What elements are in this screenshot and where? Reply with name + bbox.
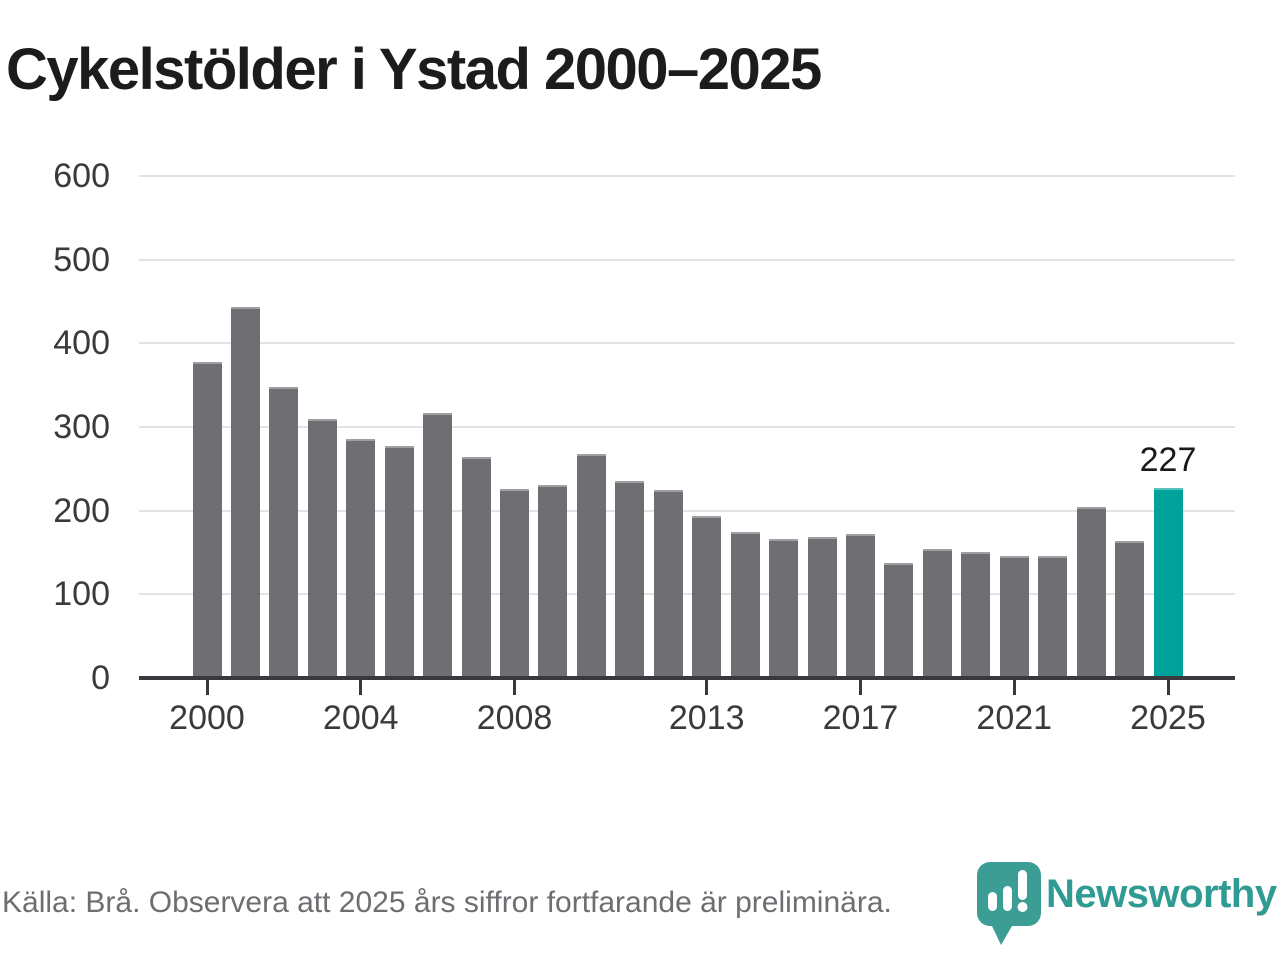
bar-2001 bbox=[230, 307, 260, 678]
bar-2018 bbox=[884, 563, 914, 678]
y-axis-label-0: 0 bbox=[91, 659, 110, 697]
gridline-y-200 bbox=[139, 509, 1235, 512]
bar-2016 bbox=[807, 537, 837, 678]
source-note: Källa: Brå. Observera att 2025 års siffr… bbox=[2, 886, 892, 919]
bar-2015 bbox=[769, 539, 799, 678]
bar-2011 bbox=[615, 481, 645, 678]
y-axis-label-600: 600 bbox=[53, 157, 110, 195]
newsworthy-logo[interactable]: Newsworthy bbox=[976, 860, 1277, 950]
bar-2021 bbox=[999, 556, 1029, 678]
bar-2000 bbox=[192, 362, 222, 678]
x-axis-label-2004: 2004 bbox=[322, 699, 399, 737]
y-axis-label-200: 200 bbox=[53, 491, 110, 530]
gridline-y-300 bbox=[139, 426, 1235, 428]
y-axis-label-300: 300 bbox=[53, 408, 110, 446]
bar-2009 bbox=[538, 485, 568, 678]
y-axis-label-100: 100 bbox=[53, 575, 110, 614]
y-axis-label-500: 500 bbox=[53, 240, 110, 279]
x-axis-tick-2025 bbox=[1166, 680, 1170, 695]
bar-2014 bbox=[730, 532, 760, 678]
x-axis-tick-2004 bbox=[359, 680, 363, 695]
bar-2017 bbox=[845, 534, 875, 678]
bar-2004 bbox=[346, 439, 376, 678]
x-axis-label-2013: 2013 bbox=[668, 699, 745, 737]
newsworthy-logo-text: Newsworthy bbox=[1046, 872, 1277, 916]
bar-2003 bbox=[307, 419, 337, 678]
x-axis-label-2017: 2017 bbox=[822, 699, 899, 737]
plot-area bbox=[139, 175, 1235, 678]
x-axis-line bbox=[139, 676, 1235, 680]
y-axis-label-400: 400 bbox=[53, 324, 110, 363]
bar-2002 bbox=[269, 387, 299, 678]
highlight-value-label: 227 bbox=[1139, 441, 1197, 480]
bar-2013 bbox=[692, 516, 722, 678]
gridline-y-500 bbox=[139, 258, 1235, 261]
bar-2024 bbox=[1115, 541, 1145, 678]
x-axis-tick-2013 bbox=[705, 680, 709, 695]
bar-2005 bbox=[384, 446, 414, 678]
x-axis-label-2025: 2025 bbox=[1130, 699, 1206, 737]
x-axis-label-2008: 2008 bbox=[476, 699, 553, 737]
bar-2012 bbox=[653, 490, 683, 678]
bar-2019 bbox=[922, 549, 952, 678]
chart-title: Cykelstölder i Ystad 2000–2025 bbox=[6, 37, 822, 102]
x-axis-tick-2021 bbox=[1012, 680, 1016, 695]
bar-2007 bbox=[461, 457, 491, 678]
bar-2010 bbox=[576, 454, 606, 678]
bar-2006 bbox=[423, 413, 453, 678]
bar-2020 bbox=[961, 552, 991, 678]
x-axis-label-2000: 2000 bbox=[169, 699, 245, 737]
bar-2022 bbox=[1038, 556, 1068, 678]
bar-2025 bbox=[1153, 488, 1183, 678]
newsworthy-bubble-chart-icon bbox=[977, 862, 1041, 945]
bar-2008 bbox=[500, 489, 530, 678]
x-axis-tick-2008 bbox=[513, 680, 517, 695]
gridline-y-100 bbox=[139, 593, 1235, 596]
gridline-y-600 bbox=[139, 175, 1235, 177]
bar-2023 bbox=[1076, 507, 1106, 678]
x-axis-label-2021: 2021 bbox=[976, 699, 1053, 737]
x-axis-tick-2017 bbox=[858, 680, 862, 695]
x-axis-tick-2000 bbox=[205, 680, 209, 695]
gridline-y-400 bbox=[139, 342, 1235, 345]
